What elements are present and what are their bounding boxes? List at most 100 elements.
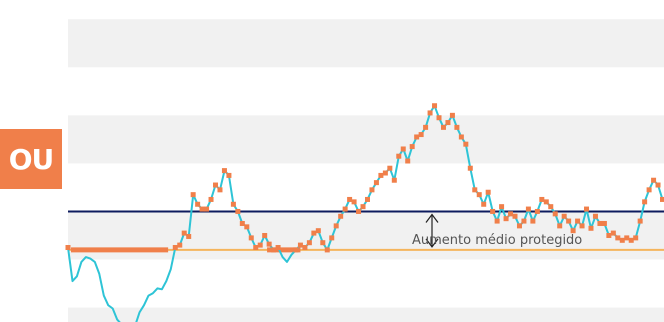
- data-point: [329, 235, 335, 241]
- badge-label: OU: [8, 142, 55, 176]
- data-point: [610, 230, 616, 236]
- data-point: [360, 204, 366, 210]
- data-point: [195, 201, 201, 207]
- data-point: [485, 189, 491, 195]
- data-point: [418, 132, 424, 138]
- data-point: [239, 220, 245, 226]
- data-point: [655, 182, 661, 188]
- data-point: [584, 206, 590, 212]
- data-point: [601, 220, 607, 226]
- data-point: [606, 232, 612, 238]
- data-point: [364, 196, 370, 202]
- data-point: [311, 230, 317, 236]
- data-point: [566, 218, 572, 224]
- data-point: [534, 208, 540, 214]
- data-point: [230, 201, 236, 207]
- data-point: [382, 170, 388, 176]
- data-point: [320, 240, 326, 246]
- data-point: [369, 187, 375, 193]
- data-point: [575, 218, 581, 224]
- data-point: [499, 204, 505, 210]
- data-point: [427, 110, 433, 116]
- data-point: [253, 245, 259, 251]
- data-point: [244, 224, 250, 230]
- data-point: [615, 235, 621, 241]
- data-point: [257, 242, 263, 248]
- data-point: [467, 165, 473, 171]
- data-point: [454, 124, 460, 130]
- data-point: [512, 213, 518, 219]
- data-point: [342, 206, 348, 212]
- data-point: [208, 196, 214, 202]
- data-point: [432, 103, 438, 109]
- data-point: [525, 206, 531, 212]
- data-point: [561, 213, 567, 219]
- grid-band: [68, 115, 664, 164]
- data-point: [266, 241, 272, 247]
- data-point: [297, 242, 303, 248]
- data-point: [351, 199, 357, 205]
- data-point: [248, 235, 254, 241]
- data-point: [333, 223, 339, 229]
- data-point: [579, 223, 585, 229]
- data-point: [557, 223, 563, 229]
- data-point: [490, 208, 496, 214]
- grid-band: [68, 19, 664, 68]
- data-point: [436, 115, 442, 121]
- data-point: [414, 134, 420, 140]
- data-point: [458, 134, 464, 140]
- data-point: [472, 187, 478, 193]
- data-point: [570, 228, 576, 234]
- data-point: [494, 218, 500, 224]
- data-point: [271, 247, 277, 253]
- data-point: [226, 172, 232, 178]
- data-point: [186, 233, 192, 239]
- data-point: [391, 177, 397, 183]
- data-point: [315, 228, 321, 234]
- data-point: [481, 201, 487, 207]
- data-point: [405, 158, 411, 164]
- data-point: [373, 180, 379, 186]
- arrow-head-up: [425, 213, 439, 223]
- data-point: [347, 196, 353, 202]
- annotation-label: Aumento médio protegido: [412, 233, 583, 248]
- data-point: [235, 208, 241, 214]
- data-point: [356, 208, 362, 214]
- data-point: [293, 247, 299, 253]
- data-point: [624, 235, 630, 241]
- ou-badge: OU: [0, 129, 62, 189]
- data-point: [172, 245, 178, 251]
- data-point: [378, 172, 384, 178]
- data-point: [592, 213, 598, 219]
- data-point: [539, 196, 545, 202]
- data-point: [521, 218, 527, 224]
- data-point: [552, 211, 558, 217]
- data-point: [217, 187, 223, 193]
- data-point: [543, 199, 549, 205]
- data-point: [190, 192, 196, 198]
- data-point: [199, 206, 205, 212]
- data-point: [204, 206, 210, 212]
- grid-band: [68, 307, 664, 322]
- data-point: [396, 153, 402, 159]
- data-point: [400, 146, 406, 152]
- arrow-head-down: [425, 238, 439, 248]
- data-point: [65, 245, 71, 251]
- data-point: [646, 187, 652, 193]
- data-point: [302, 245, 308, 251]
- data-point: [306, 240, 312, 246]
- data-point: [445, 120, 451, 126]
- series-markers: [65, 103, 664, 253]
- data-point: [633, 235, 639, 241]
- grid-bands: [68, 19, 664, 322]
- data-point: [503, 216, 509, 222]
- data-point: [181, 230, 187, 236]
- data-point: [642, 199, 648, 205]
- data-point: [387, 165, 393, 171]
- data-point: [628, 237, 634, 243]
- data-point: [516, 223, 522, 229]
- data-point: [476, 192, 482, 198]
- data-point: [508, 211, 514, 217]
- data-point: [548, 204, 554, 210]
